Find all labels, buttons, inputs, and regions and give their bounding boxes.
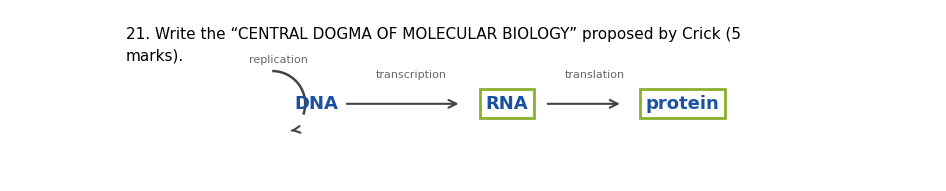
Text: transcription: transcription [376,70,447,80]
Text: translation: translation [565,70,625,80]
Text: protein: protein [646,95,720,113]
Text: RNA: RNA [485,95,528,113]
Text: replication: replication [250,55,308,65]
Text: 21. Write the “CENTRAL DOGMA OF MOLECULAR BIOLOGY” proposed by Crick (5
marks).: 21. Write the “CENTRAL DOGMA OF MOLECULA… [126,27,741,63]
Text: DNA: DNA [294,95,338,113]
